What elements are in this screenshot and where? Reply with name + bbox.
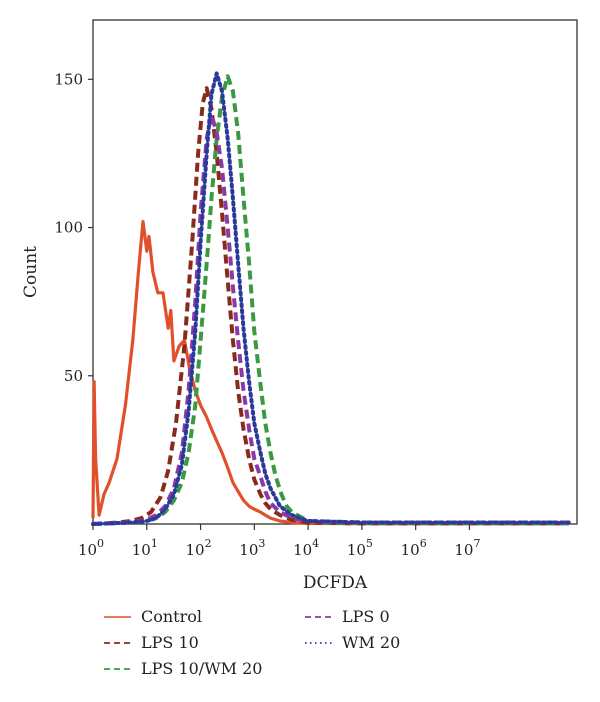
legend-label-0: Control: [141, 607, 202, 626]
legend-label-4: WM 20: [342, 633, 400, 652]
x-tick-label-7: 107: [454, 537, 480, 559]
series-layer: [91, 71, 571, 526]
series-line-2: [92, 74, 569, 526]
x-tick-label-3: 103: [239, 537, 265, 559]
x-tick-label-0: 100: [78, 537, 104, 559]
legend-label-1: LPS 10: [141, 633, 199, 652]
y-tick-label-2: 150: [54, 70, 83, 88]
legend: Control LPS 10 LPS 10/WM 20 LPS 0 WM 20: [104, 607, 400, 678]
plot-frame: [92, 19, 578, 525]
series-line-3: [92, 112, 569, 526]
y-tick-label-1: 100: [54, 219, 83, 237]
x-tick-label-1: 101: [132, 537, 158, 559]
axes-layer: 50 100 150 100 101 102 103 104 105 106 107: [54, 70, 480, 559]
series-line-1: [92, 86, 569, 526]
legend-label-2: LPS 10/WM 20: [141, 659, 262, 678]
series-line-4: [91, 71, 571, 526]
x-tick-label-4: 104: [293, 537, 319, 559]
x-tick-label-5: 105: [347, 537, 373, 559]
x-axis-label: DCFDA: [303, 573, 368, 593]
series-line-0: [91, 220, 569, 526]
y-axis-label: Count: [21, 246, 41, 298]
legend-label-3: LPS 0: [342, 607, 390, 626]
x-tick-label-2: 102: [186, 537, 212, 559]
y-tick-label-0: 50: [64, 367, 83, 385]
x-tick-label-6: 106: [401, 537, 427, 559]
